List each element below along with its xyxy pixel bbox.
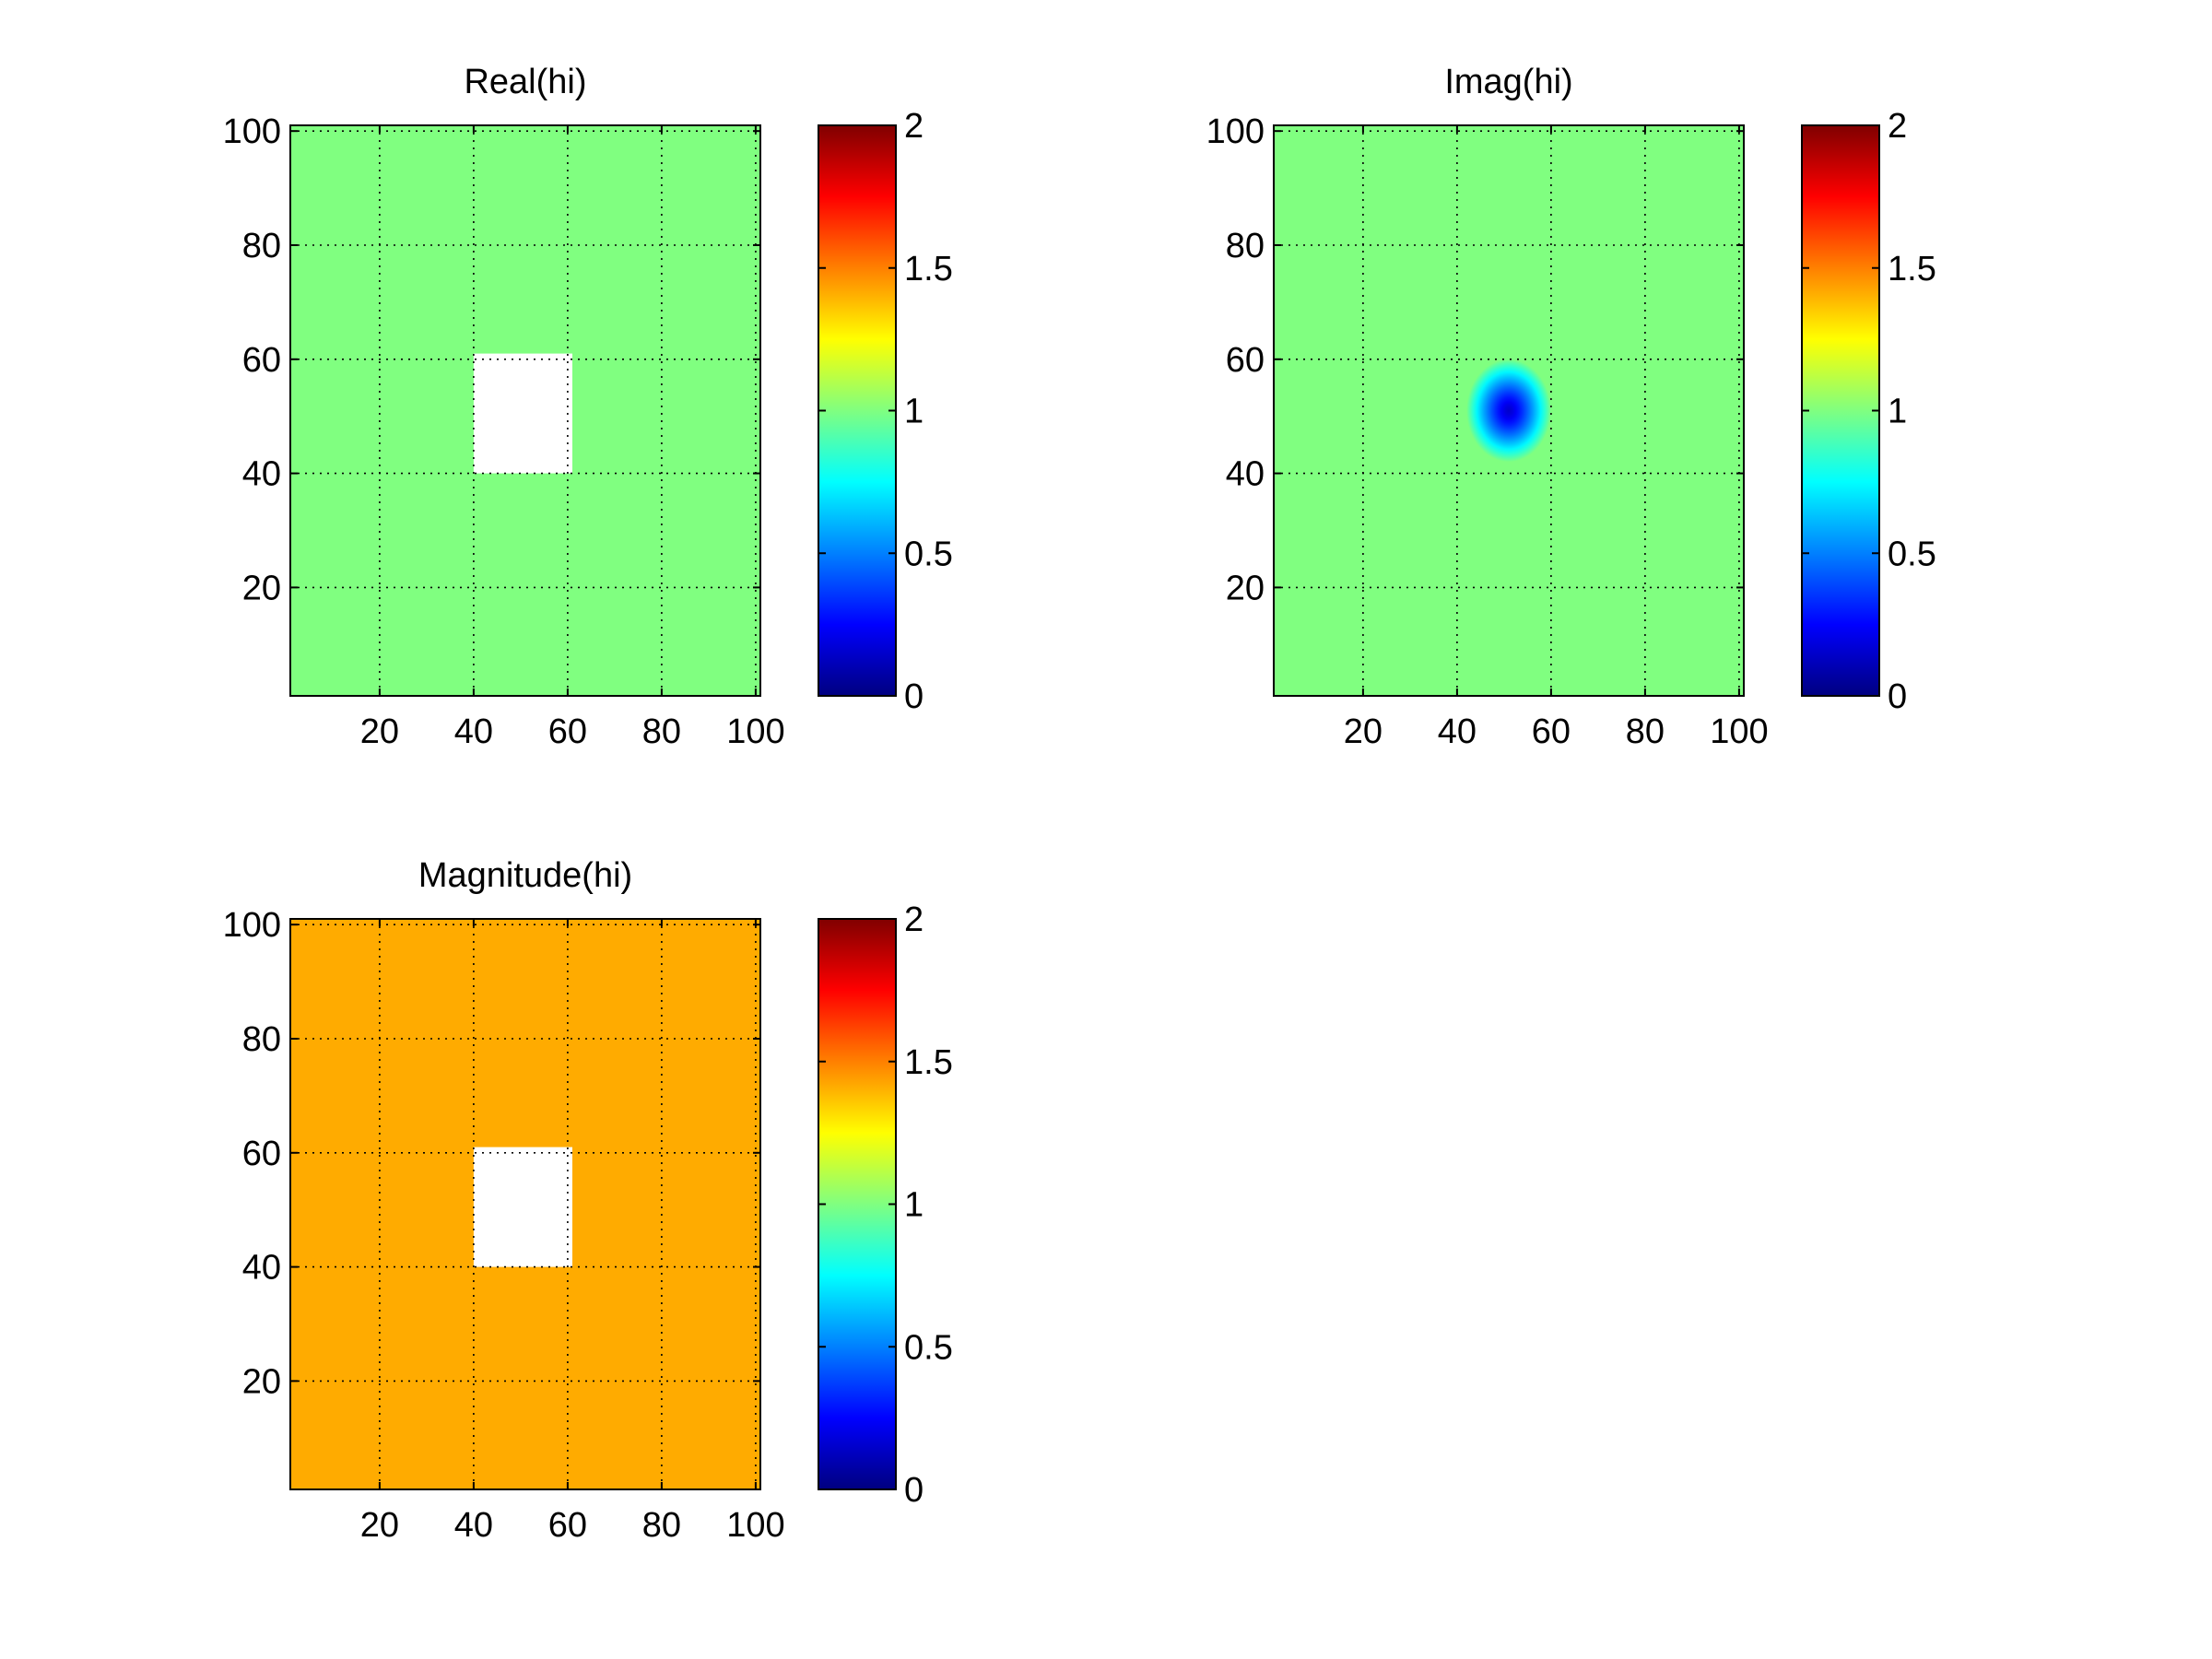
magnitude-colorbar-tick-label: 0	[904, 1471, 924, 1510]
imag-x-tick-label: 60	[1532, 712, 1571, 751]
real-x-tick-label: 60	[548, 712, 587, 751]
imag-x-tick-label: 20	[1344, 712, 1382, 751]
imag-y-tick-label: 60	[1226, 341, 1265, 380]
imag-colorbar-tick-label: 0	[1888, 677, 1907, 716]
magnitude-blank-region	[473, 1147, 572, 1267]
magnitude-y-tick-label: 100	[223, 906, 281, 945]
imag-dip-feature	[1466, 359, 1551, 463]
magnitude-x-tick-label: 80	[642, 1506, 681, 1545]
magnitude-x-tick-label: 20	[360, 1506, 399, 1545]
real-y-tick-label: 80	[242, 227, 281, 265]
magnitude-colorbar-tick-label: 1	[904, 1186, 924, 1225]
magnitude-y-tick-label: 40	[242, 1249, 281, 1288]
magnitude-title: Magnitude(hi)	[418, 856, 632, 895]
magnitude-colorbar-tick-label: 1.5	[904, 1043, 953, 1082]
imag-colorbar-tick-label: 2	[1888, 107, 1907, 146]
magnitude-colorbar-tick-label: 0.5	[904, 1328, 953, 1367]
real-y-tick-label: 60	[242, 341, 281, 380]
real-blank-region	[473, 353, 572, 474]
real-colorbar-tick-label: 0	[904, 677, 924, 716]
magnitude-x-tick-label: 60	[548, 1506, 587, 1545]
imag-x-tick-label: 40	[1438, 712, 1477, 751]
real-axes-box	[289, 124, 761, 697]
magnitude-x-tick-label: 100	[726, 1506, 784, 1545]
real-colorbar-tick-label: 1	[904, 393, 924, 431]
imag-y-tick-label: 40	[1226, 455, 1265, 494]
magnitude-colorbar-tick-label: 2	[904, 900, 924, 939]
imag-x-tick-label: 80	[1626, 712, 1665, 751]
magnitude-axes-box	[289, 918, 761, 1490]
magnitude-colorbar	[818, 918, 897, 1490]
real-colorbar-tick-label: 0.5	[904, 535, 953, 573]
real-x-tick-label: 100	[726, 712, 784, 751]
imag-y-tick-label: 80	[1226, 227, 1265, 265]
imag-x-tick-label: 100	[1710, 712, 1768, 751]
real-y-tick-label: 40	[242, 455, 281, 494]
imag-axes-box	[1273, 124, 1745, 697]
imag-colorbar-tick-label: 1	[1888, 393, 1907, 431]
magnitude-y-tick-label: 80	[242, 1020, 281, 1059]
imag-colorbar	[1801, 124, 1880, 697]
real-colorbar-tick-label: 2	[904, 107, 924, 146]
imag-colorbar-tick-label: 1.5	[1888, 250, 1936, 288]
magnitude-y-tick-label: 20	[242, 1362, 281, 1401]
magnitude-y-tick-label: 60	[242, 1135, 281, 1173]
real-colorbar-tick-label: 1.5	[904, 250, 953, 288]
real-colorbar	[818, 124, 897, 697]
imag-title: Imag(hi)	[1444, 63, 1572, 101]
subplot-imag: 20 40 60 80 100 20 40 60 80 100 Imag(hi) 0 0.5 1 1.5 2	[1206, 63, 1936, 751]
magnitude-x-tick-label: 40	[454, 1506, 493, 1545]
real-x-tick-label: 20	[360, 712, 399, 751]
imag-y-tick-label: 100	[1206, 112, 1265, 151]
real-y-tick-label: 100	[223, 112, 281, 151]
real-x-tick-label: 80	[642, 712, 681, 751]
subplot-real: 20 40 60 80 100 20 40 60 80 100 Real(hi) 0 0.5 1 1.5 2	[223, 63, 953, 751]
subplot-magnitude: 20 40 60 80 100 20 40 60 80 100 Magnitude(hi) 0 0.5 1…	[223, 856, 953, 1545]
real-y-tick-label: 20	[242, 569, 281, 607]
imag-colorbar-tick-label: 0.5	[1888, 535, 1936, 573]
imag-y-tick-label: 20	[1226, 569, 1265, 607]
real-x-tick-label: 40	[454, 712, 493, 751]
real-title: Real(hi)	[464, 63, 586, 101]
